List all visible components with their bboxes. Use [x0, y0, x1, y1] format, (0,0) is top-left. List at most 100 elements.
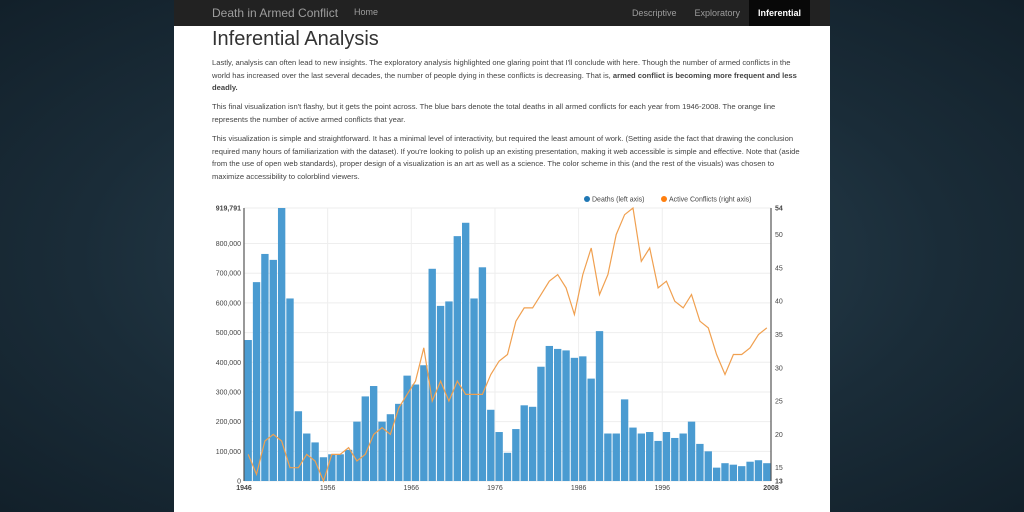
deaths-bar — [453, 236, 461, 481]
deaths-bar — [294, 411, 303, 481]
page-title: Inferential Analysis — [212, 28, 379, 50]
left-tick-label: 800,000 — [216, 241, 241, 248]
deaths-bar — [286, 298, 294, 481]
right-tick-label: 40 — [775, 299, 783, 306]
deaths-bar — [277, 208, 286, 481]
conclusion-bold: armed conflict is becoming more frequent… — [212, 70, 797, 93]
deaths-bar — [612, 433, 620, 481]
left-tick-label: 700,000 — [216, 271, 241, 278]
brand-link[interactable]: Death in Armed Conflict — [212, 6, 339, 20]
right-tick-label: 50 — [775, 232, 783, 239]
deaths-bar — [604, 433, 612, 481]
right-tick-label: 54 — [775, 206, 783, 213]
description-paragraph: This final visualization isn't flashy, b… — [212, 102, 776, 124]
deaths-bar — [386, 414, 395, 481]
deaths-bar — [261, 253, 269, 481]
deaths-bar — [520, 405, 528, 481]
left-tick-label: 200,000 — [216, 419, 241, 426]
deaths-bar — [470, 298, 478, 481]
x-tick-label: 1976 — [487, 485, 503, 492]
deaths-bar — [646, 432, 654, 481]
right-tick-label: 45 — [775, 265, 783, 272]
right-tick-label: 25 — [775, 399, 783, 406]
deaths-bar — [445, 301, 453, 481]
deaths-bar — [570, 357, 579, 481]
deaths-bar — [495, 432, 503, 481]
deaths-bar — [662, 432, 671, 481]
deaths-bar — [712, 467, 721, 481]
deaths-bar — [361, 396, 369, 481]
right-tick-label: 35 — [775, 332, 783, 339]
intro-paragraph: Lastly, analysis can often lead to new i… — [212, 57, 806, 95]
x-tick-label: 2008 — [763, 485, 779, 492]
deaths-bar — [579, 356, 587, 481]
deaths-bar — [654, 440, 662, 481]
deaths-bar — [637, 433, 646, 481]
deaths-bar — [461, 222, 470, 481]
left-tick-label: 0 — [237, 479, 241, 486]
deaths-bar — [696, 443, 704, 481]
deaths-bar — [554, 348, 562, 481]
deaths-bar — [428, 268, 436, 481]
deaths-bar — [319, 457, 328, 481]
nav-inferential[interactable]: Inferential — [748, 0, 810, 26]
deaths-bar — [403, 375, 411, 481]
deaths-bar — [738, 466, 746, 481]
x-tick-label: 1986 — [571, 485, 587, 492]
deaths-bar — [512, 429, 520, 481]
nav-exploratory[interactable]: Exploratory — [694, 8, 740, 18]
legend-conflicts-label: Active Conflicts (right axis) — [669, 197, 751, 204]
deaths-bar — [411, 384, 420, 481]
left-tick-label: 600,000 — [216, 300, 241, 307]
deaths-bar — [537, 366, 545, 481]
right-tick-label: 13 — [775, 479, 783, 486]
left-tick-label: 300,000 — [216, 389, 241, 396]
deaths-bar — [344, 449, 353, 481]
deaths-bar — [746, 461, 754, 481]
deaths-bar — [595, 331, 604, 481]
deaths-bar — [629, 427, 637, 481]
notes-paragraph: This visualization is simple and straigh… — [212, 134, 800, 181]
left-tick-label: 919,791 — [216, 206, 241, 213]
deaths-bar — [562, 350, 570, 481]
deaths-bar — [545, 345, 554, 481]
deaths-bar — [303, 433, 311, 481]
deaths-bar — [721, 463, 729, 481]
deaths-bar — [336, 454, 344, 481]
legend-deaths-label: Deaths (left axis) — [592, 197, 645, 204]
conflicts-line — [247, 206, 768, 483]
deaths-bar — [704, 451, 712, 481]
deaths-bar — [436, 305, 445, 481]
right-tick-label: 15 — [775, 465, 783, 472]
deaths-bar — [353, 421, 361, 481]
deaths-bar — [395, 403, 403, 481]
left-tick-label: 400,000 — [216, 360, 241, 367]
right-tick-label: 30 — [775, 365, 783, 372]
deaths-bar — [252, 282, 261, 481]
nav-descriptive[interactable]: Descriptive — [631, 8, 677, 18]
left-tick-label: 100,000 — [216, 449, 241, 456]
deaths-bar — [587, 378, 595, 481]
x-tick-label: 1956 — [320, 485, 336, 492]
deaths-bar — [671, 437, 679, 481]
content-panel: Death in Armed Conflict Home Descriptive… — [174, 0, 830, 512]
deaths-bar — [369, 386, 378, 481]
nav-home[interactable]: Home — [354, 7, 379, 17]
deaths-bar — [763, 463, 771, 481]
x-tick-label: 1996 — [654, 485, 670, 492]
x-tick-label: 1966 — [404, 485, 420, 492]
deaths-bar — [620, 399, 629, 481]
right-tick-label: 20 — [775, 432, 783, 439]
deaths-bar — [478, 267, 487, 481]
x-tick-label: 1946 — [236, 485, 252, 492]
legend-conflicts-icon — [661, 196, 667, 202]
deaths-bar — [244, 340, 252, 481]
deaths-bar — [754, 460, 763, 481]
navbar: Death in Armed Conflict Home Descriptive… — [174, 0, 830, 26]
legend-deaths-icon — [584, 196, 590, 202]
deaths-bar — [503, 452, 512, 481]
deaths-bar — [729, 464, 738, 481]
deaths-bar — [487, 409, 495, 481]
deaths-bar — [269, 259, 277, 481]
deaths-bar — [528, 406, 537, 481]
